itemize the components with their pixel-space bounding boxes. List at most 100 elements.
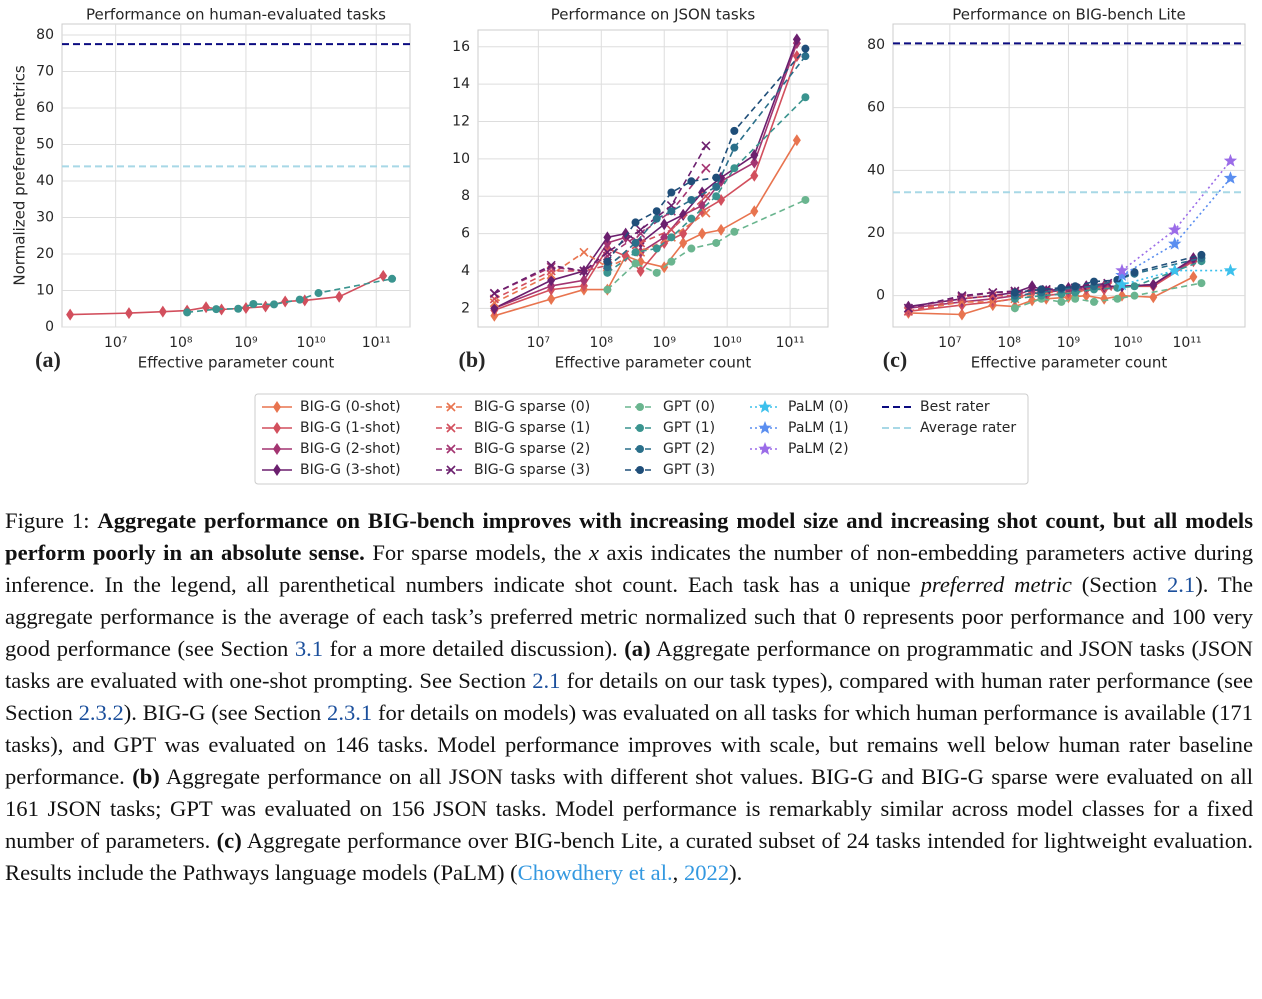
- legend-label: PaLM (0): [788, 399, 849, 415]
- y-tick-label: 50: [36, 136, 54, 152]
- circle-marker: [652, 244, 661, 253]
- y-tick-label: 4: [461, 263, 470, 279]
- circle-marker: [1090, 297, 1099, 306]
- legend-marker: [758, 442, 772, 455]
- series-line: [494, 42, 798, 310]
- caption-normal: Aggregate performance over BIG-bench Lit…: [5, 828, 1253, 885]
- y-tick-label: 0: [45, 319, 54, 335]
- legend-marker: [273, 401, 281, 413]
- circle-marker: [212, 305, 221, 314]
- panel-label: (b): [459, 347, 486, 372]
- series-line: [908, 276, 1194, 316]
- legend-label: BIG-G sparse (1): [474, 420, 590, 436]
- caption-bold: (b): [132, 764, 160, 789]
- series-line: [1121, 269, 1231, 286]
- legend-marker: [636, 445, 644, 453]
- x-marker: [957, 291, 967, 301]
- x-marker: [666, 225, 676, 235]
- legend-label: PaLM (1): [788, 420, 849, 436]
- x-marker: [988, 287, 998, 298]
- y-tick-label: 8: [461, 188, 470, 204]
- circle-marker: [631, 218, 640, 227]
- caption-normal: ). The aggregate performance is the aver…: [5, 572, 1254, 661]
- x-tick-label: 10⁹: [1057, 335, 1081, 351]
- legend-label: BIG-G sparse (2): [474, 441, 590, 457]
- diamond-marker: [1100, 292, 1109, 305]
- circle-marker: [631, 238, 640, 247]
- legend-label: BIG-G (1-shot): [300, 420, 401, 436]
- star-marker: [1223, 153, 1238, 167]
- x-marker: [489, 288, 499, 298]
- circle-marker: [1057, 297, 1066, 306]
- diamond-marker: [1082, 289, 1091, 302]
- diamond-marker: [750, 205, 759, 218]
- caption-bold: (c): [216, 828, 242, 853]
- x-marker: [701, 141, 711, 151]
- x-marker: [579, 266, 589, 276]
- x-tick-label: 10⁷: [938, 335, 961, 351]
- circle-marker: [1037, 285, 1046, 294]
- x-tick-label: 10⁸: [997, 335, 1021, 351]
- circle-marker: [801, 44, 810, 53]
- x-tick-label: 10¹⁰: [297, 335, 326, 351]
- star-marker: [1115, 268, 1129, 281]
- plot-area: [892, 23, 1246, 328]
- legend-marker: [273, 422, 281, 434]
- x-marker: [489, 298, 499, 308]
- circle-marker: [1010, 304, 1019, 313]
- diamond-marker: [679, 208, 688, 221]
- caption-link[interactable]: 2.3.1: [327, 700, 373, 725]
- diamond-marker: [603, 231, 612, 244]
- star-marker: [1168, 263, 1182, 277]
- legend-marker: [758, 421, 772, 434]
- legend-label: Average rater: [920, 420, 1016, 436]
- caption-link[interactable]: 3.1: [294, 636, 324, 661]
- circle-marker: [712, 192, 721, 201]
- legend-marker: [636, 424, 644, 432]
- caption-math: x: [588, 540, 599, 565]
- caption-link[interactable]: 2.1: [1166, 572, 1196, 597]
- x-axis-label: Effective parameter count: [971, 354, 1168, 372]
- circle-marker: [687, 244, 696, 253]
- y-tick-label: 20: [867, 225, 885, 241]
- legend-marker: [636, 403, 644, 411]
- circle-marker: [631, 259, 640, 268]
- x-axis-label: Effective parameter count: [138, 354, 335, 372]
- y-tick-label: 6: [461, 226, 470, 242]
- circle-marker: [1130, 291, 1139, 300]
- series-line: [606, 96, 806, 274]
- legend-marker: [446, 465, 456, 475]
- diamond-marker: [281, 295, 290, 308]
- diamond-marker: [750, 156, 759, 169]
- circle-marker: [687, 214, 696, 223]
- y-tick-label: 60: [36, 100, 54, 116]
- caption-normal: for a more detailed discussion).: [323, 636, 625, 661]
- legend-marker: [273, 464, 281, 476]
- caption-cite[interactable]: 2022: [683, 860, 730, 885]
- legend-label: GPT (0): [663, 399, 715, 415]
- legend-label: PaLM (2): [788, 441, 849, 457]
- circle-marker: [652, 207, 661, 216]
- circle-marker: [712, 173, 721, 182]
- circle-marker: [603, 263, 612, 272]
- circle-marker: [234, 304, 243, 313]
- star-marker: [1115, 277, 1129, 291]
- diamond-marker: [579, 274, 588, 287]
- diamond-marker: [158, 305, 167, 318]
- caption-normal: Aggregate performance on programmatic an…: [5, 636, 1253, 693]
- caption-link[interactable]: 2.3.2: [78, 700, 124, 725]
- circle-marker: [801, 93, 810, 102]
- caption: Figure 1: Aggregate performance on BIG-b…: [5, 505, 1253, 889]
- circle-marker: [652, 214, 661, 223]
- circle-marker: [1071, 282, 1080, 291]
- y-tick-label: 40: [36, 173, 54, 189]
- caption-cite[interactable]: Chowdhery et al.: [517, 860, 673, 885]
- caption-link[interactable]: 2.1: [532, 668, 561, 693]
- circle-marker: [667, 188, 676, 197]
- x-tick-label: 10⁸: [169, 335, 193, 351]
- x-tick-label: 10⁸: [590, 335, 614, 351]
- y-axis-label: Normalized preferred metrics: [11, 65, 29, 285]
- y-tick-label: 14: [452, 76, 470, 92]
- caption-bold: (a): [624, 636, 651, 661]
